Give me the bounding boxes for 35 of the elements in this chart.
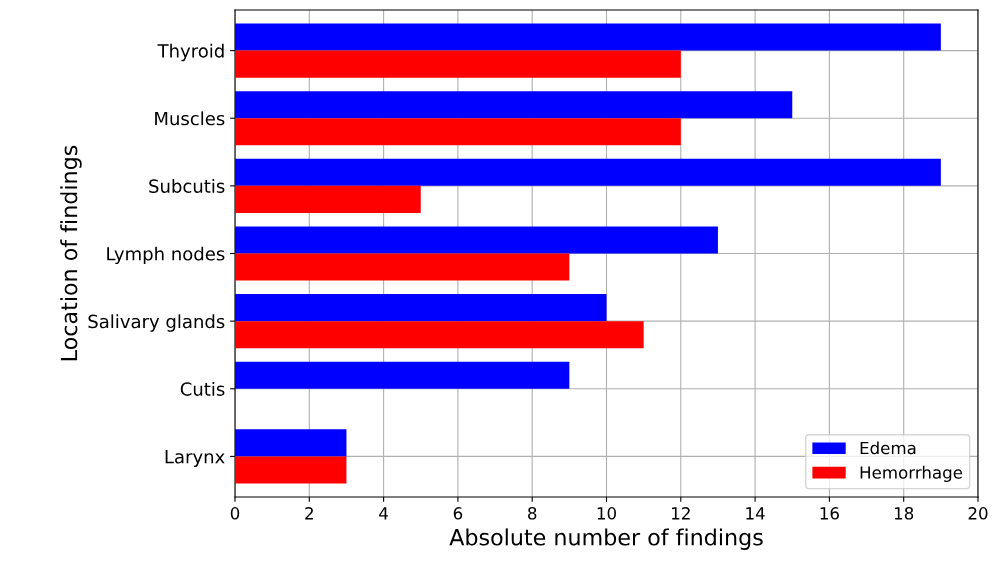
bar: [235, 253, 570, 281]
x-tick-label: 20: [968, 507, 988, 520]
x-tick-label: 10: [597, 507, 616, 520]
bar: [235, 91, 793, 119]
bar: [235, 226, 718, 254]
x-tick-label: 18: [894, 507, 914, 520]
x-tick-label: 2: [305, 507, 313, 520]
legend-label: Hemorrhage: [860, 465, 963, 482]
y-axis-title: Location of findings: [60, 145, 82, 361]
bar: [235, 185, 421, 213]
x-tick-label: 0: [230, 507, 240, 520]
x-tick-label: 14: [746, 507, 765, 520]
x-tick-label: 6: [453, 507, 463, 520]
y-tick-label: Muscles: [155, 111, 225, 126]
bar: [235, 158, 941, 186]
x-tick-label: 4: [379, 507, 388, 520]
y-tick-label: Cutis: [180, 381, 225, 396]
bar: [235, 361, 570, 389]
y-tick-label: Salivary glands: [88, 314, 225, 332]
x-axis-title: Absolute number of findings: [449, 528, 763, 550]
y-tick-label: Larynx: [165, 450, 225, 468]
legend-label: Edema: [860, 441, 916, 455]
bar: [235, 118, 681, 146]
y-tick-label: Subcutis: [149, 179, 225, 193]
y-tick-label: Lymph nodes: [107, 246, 225, 265]
bar: [235, 429, 347, 457]
bar: [235, 23, 941, 51]
y-tick-label: Thyroid: [157, 43, 224, 62]
x-tick-label: 16: [820, 507, 839, 520]
bar: [235, 456, 347, 484]
x-tick-label: 8: [528, 507, 537, 520]
bar: [235, 50, 681, 78]
x-tick-label: 12: [672, 507, 690, 520]
bar: [235, 321, 644, 349]
bar: [235, 294, 607, 322]
